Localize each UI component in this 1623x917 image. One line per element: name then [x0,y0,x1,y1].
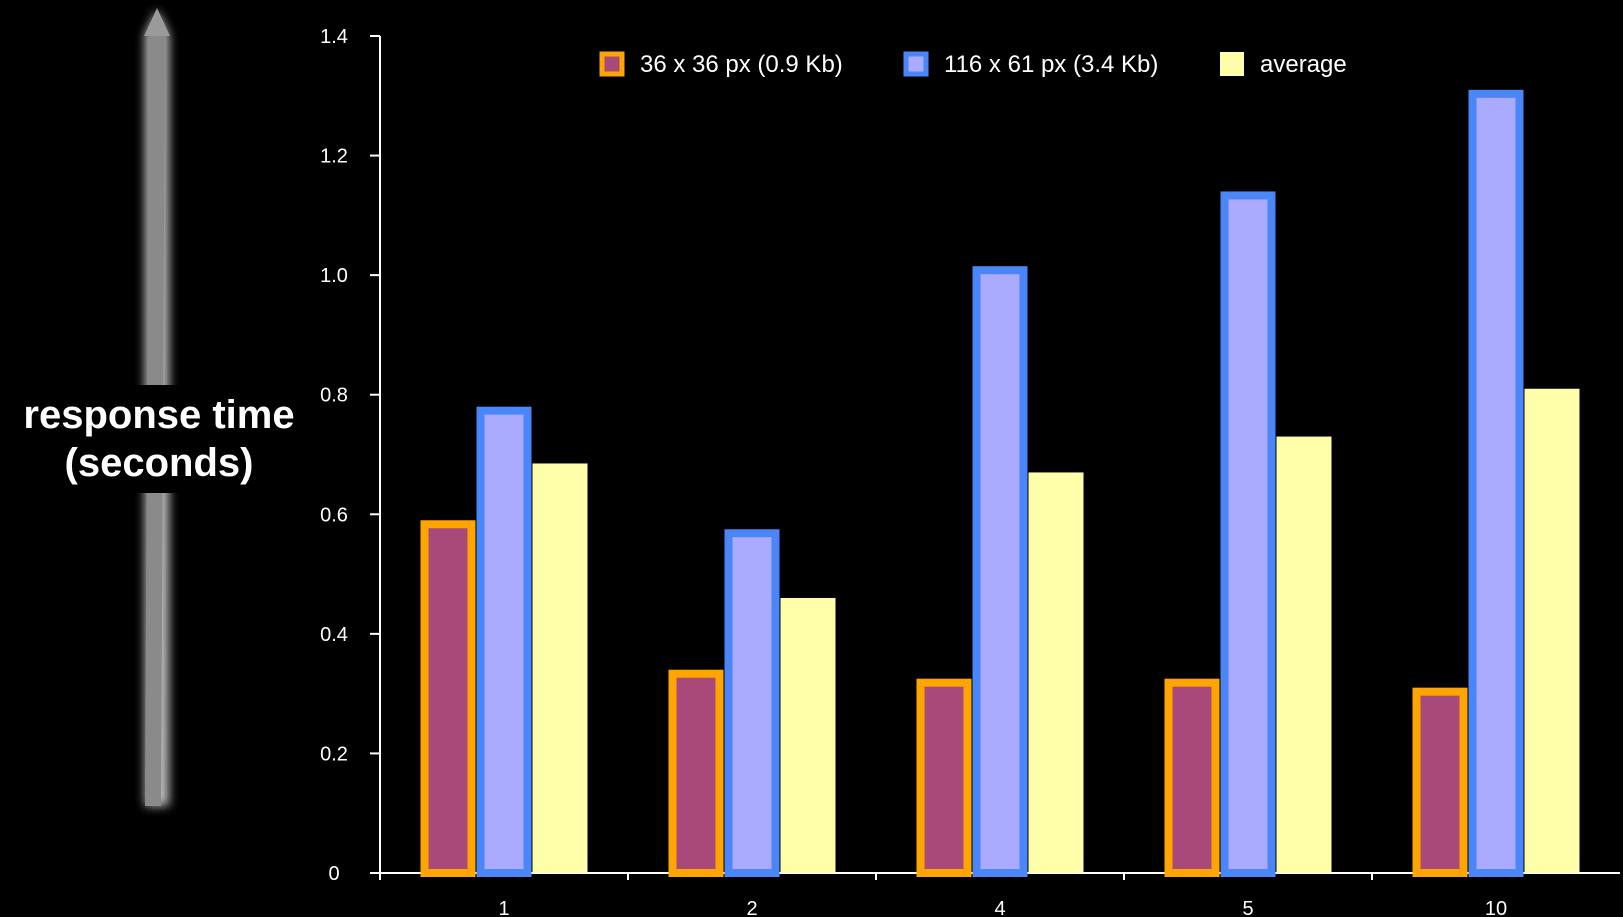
legend-label-1: 116 x 61 px (3.4 Kb) [944,51,1158,78]
arrow-head [144,8,170,36]
bar-2-4 [1524,388,1580,873]
legend-swatch-2 [1220,52,1244,76]
y-axis-title-line-2: (seconds) [64,441,254,485]
bar-1-3 [1220,191,1276,877]
legend-label-2: average [1260,51,1347,78]
bar-0-2 [916,678,972,877]
legend-swatch-1 [903,51,929,77]
bar-2-0 [532,463,588,873]
legend-label-0: 36 x 36 px (0.9 Kb) [640,51,843,78]
y-tick-label: 0.6 [320,504,348,526]
y-tick-label: 1.4 [320,26,348,48]
bar-2-1 [780,597,836,873]
bar-2-2 [1028,472,1084,873]
x-tick-label: 10 [1485,898,1507,917]
bar-1-1 [724,529,780,877]
bar-0-0 [420,520,476,877]
y-tick-label: 0.4 [320,624,348,646]
x-tick-label: 5 [1242,898,1253,917]
bar-1-0 [476,406,532,877]
y-axis-title-line-1: response time [23,393,295,437]
bar-2-3 [1276,436,1332,873]
bar-0-1 [668,669,724,877]
bars [420,89,1580,878]
bar-0-4 [1412,687,1468,878]
x-tick-label: 1 [498,898,509,917]
x-tick-label: 2 [746,898,757,917]
y-tick-label: 1.2 [320,146,348,168]
y-tick-label: 0.2 [320,743,348,765]
y-tick-label: 1.0 [320,265,348,287]
x-tick-label: 4 [994,898,1005,917]
bar-1-2 [972,266,1028,877]
y-tick-label: 0.8 [320,385,348,407]
y-axis-title: response time (seconds) [0,385,318,493]
legend-swatch-0 [599,51,625,77]
bar-0-3 [1164,678,1220,877]
bar-1-4 [1468,89,1524,878]
y-tick-label: 0 [328,863,339,885]
legend: 36 x 36 px (0.9 Kb) 116 x 61 px (3.4 Kb) a… [599,51,1347,78]
